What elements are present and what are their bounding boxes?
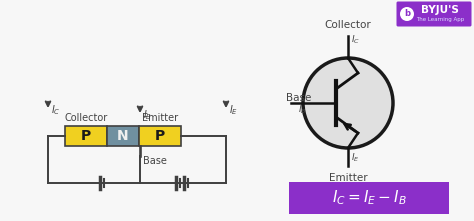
Circle shape: [400, 7, 414, 21]
Text: BYJU'S: BYJU'S: [421, 5, 459, 15]
Text: $I_B$: $I_B$: [298, 104, 307, 116]
FancyBboxPatch shape: [107, 126, 139, 146]
Text: $I_C$: $I_C$: [351, 33, 360, 46]
Text: Collector: Collector: [325, 20, 371, 30]
Text: The Learning App: The Learning App: [416, 17, 464, 21]
Text: N: N: [117, 129, 129, 143]
Text: $I_B$: $I_B$: [143, 108, 152, 122]
FancyBboxPatch shape: [65, 126, 107, 146]
Text: Emitter: Emitter: [328, 173, 367, 183]
Text: P: P: [81, 129, 91, 143]
Text: Emitter: Emitter: [142, 113, 178, 123]
Circle shape: [303, 58, 393, 148]
Text: Base: Base: [286, 93, 311, 103]
FancyBboxPatch shape: [289, 182, 449, 214]
Text: $I_C = I_E - I_B$: $I_C = I_E - I_B$: [332, 189, 406, 207]
Text: $I_E$: $I_E$: [351, 151, 360, 164]
Text: $I_E$: $I_E$: [229, 103, 238, 117]
Text: P: P: [155, 129, 165, 143]
Text: $I_C$: $I_C$: [51, 103, 61, 117]
Text: b: b: [404, 10, 410, 19]
Text: Base: Base: [143, 156, 167, 166]
FancyBboxPatch shape: [139, 126, 181, 146]
FancyBboxPatch shape: [396, 2, 472, 27]
Text: Collector: Collector: [64, 113, 108, 123]
